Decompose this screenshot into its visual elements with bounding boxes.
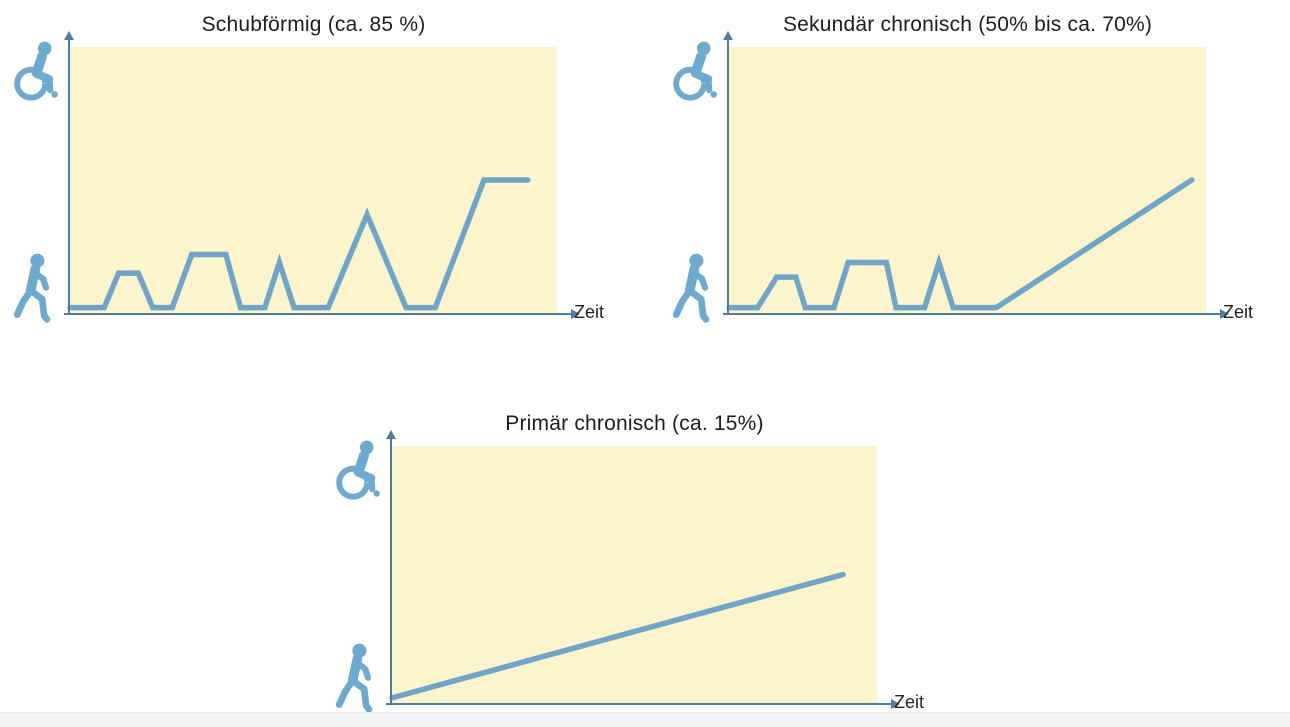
walking-person-icon [335,643,377,718]
plot-area [70,47,557,313]
chart-schubfoermig: Schubförmig (ca. 85 %) Zeit [13,13,604,323]
bottom-band [0,712,1290,727]
disease-course-line [392,446,877,703]
wheelchair-icon [14,40,61,102]
x-axis-label: Zeit [894,692,925,712]
x-axis-label: Zeit [574,302,605,322]
wheelchair-icon [336,439,383,501]
wheelchair-icon [673,40,720,102]
x-axis [64,309,580,319]
disease-course-line [729,47,1206,313]
chart-sekundaer-chronisch: Sekundär chronisch (50% bis ca. 70%) Zei… [672,13,1253,323]
y-axis [386,430,396,705]
plot-area [392,446,877,703]
chart-title: Sekundär chronisch (50% bis ca. 70%) [782,13,1153,36]
chart-primaer-chronisch: Primär chronisch (ca. 15%) Zeit [335,412,924,713]
walking-person-icon [13,253,55,328]
disease-course-line [70,47,557,313]
x-axis [386,699,900,709]
plot-area [729,47,1206,313]
chart-title: Primär chronisch (ca. 15%) [505,412,764,435]
x-axis-label: Zeit [1223,302,1254,322]
y-axis [64,31,74,315]
x-axis [723,309,1229,319]
walking-person-icon [672,253,714,328]
y-axis [723,31,733,315]
chart-title: Schubförmig (ca. 85 %) [201,13,426,36]
